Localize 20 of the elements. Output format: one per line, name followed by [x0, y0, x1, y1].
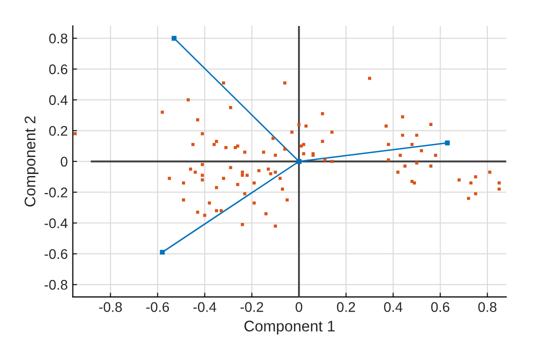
y-tick-label: 0	[60, 156, 68, 167]
x-tick-label: -0.2	[240, 302, 264, 312]
x-tick-label: 0.8	[478, 302, 496, 312]
y-axis-title: Component 2	[24, 116, 38, 207]
x-tick-label: -0.8	[99, 302, 122, 312]
y-tick-label: 0.2	[49, 126, 68, 136]
x-tick-label: 0.2	[336, 302, 356, 312]
y-tick-label: 0.8	[49, 34, 68, 44]
y-tick-label: -0.6	[44, 249, 68, 259]
y-tick-label: 0.6	[49, 64, 68, 74]
x-tick-label: 0.4	[384, 302, 402, 312]
x-axis-title: Component 1	[244, 320, 335, 334]
x-tick-label: -0.6	[146, 302, 169, 312]
x-tick-label: 0.6	[431, 302, 450, 312]
y-tick-label: -0.4	[44, 218, 68, 228]
x-tick-label: 0	[296, 302, 302, 312]
y-tick-label: -0.8	[44, 280, 68, 290]
x-tick-label: -0.4	[193, 302, 216, 312]
y-tick-label: -0.2	[44, 188, 68, 198]
y-tick-label: 0.4	[49, 95, 68, 106]
